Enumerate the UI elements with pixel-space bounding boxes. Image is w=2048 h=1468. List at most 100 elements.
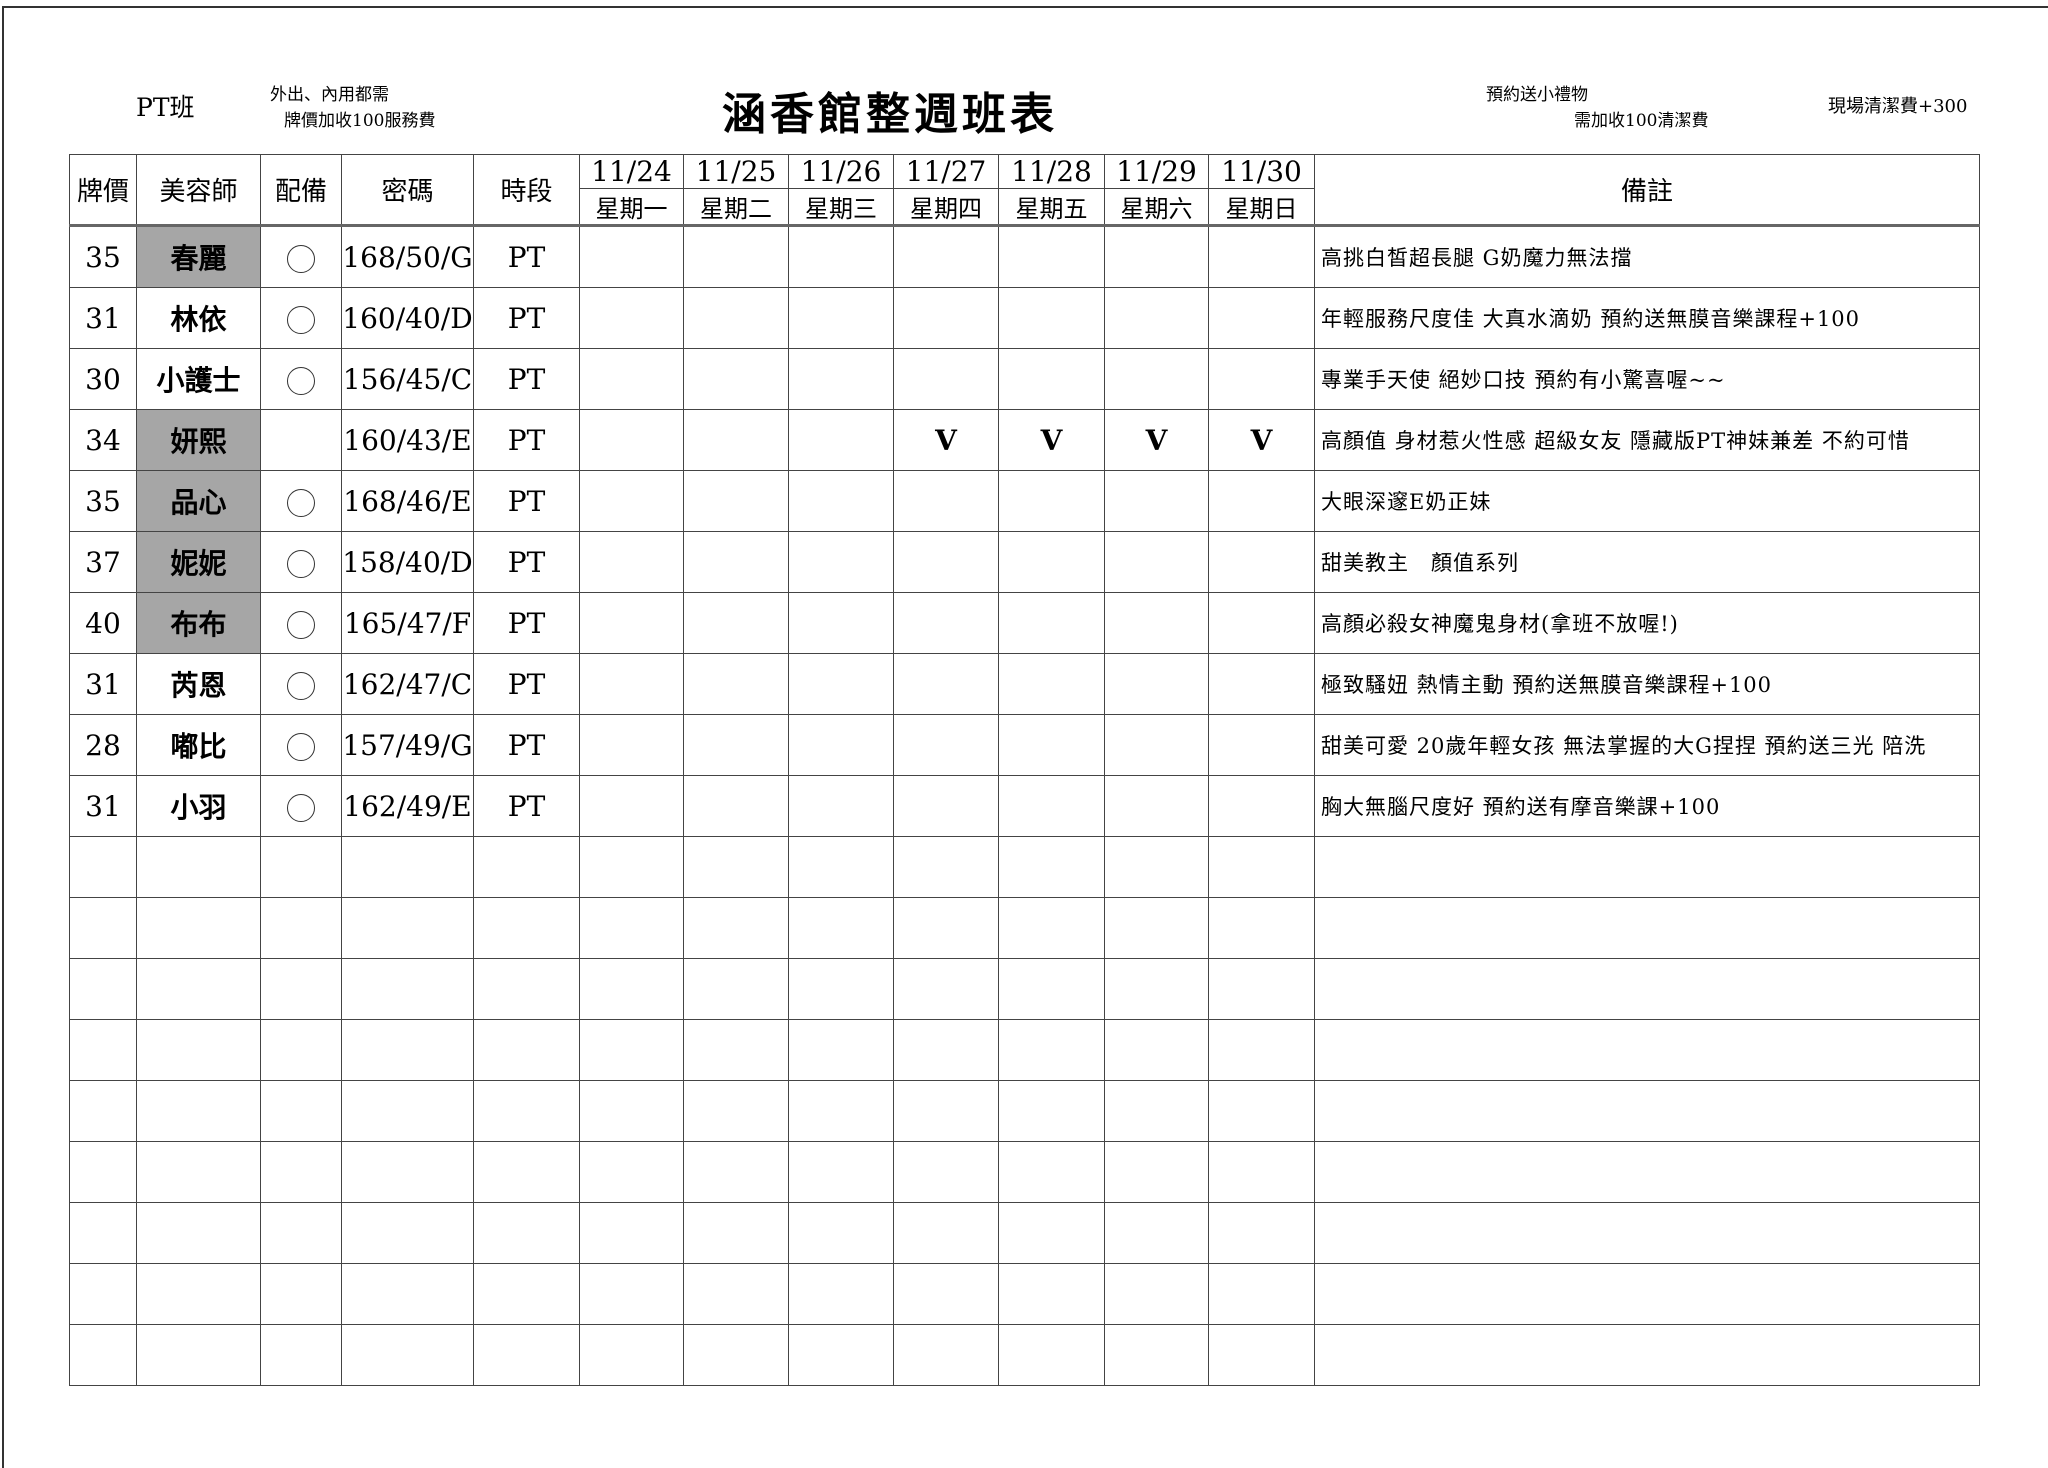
day-cell	[1104, 714, 1209, 776]
day-cell	[1104, 348, 1209, 410]
circle-icon	[287, 550, 315, 578]
empty-cell	[998, 836, 1105, 898]
day-cell	[788, 348, 894, 410]
cleaning-fee-note: 現場清潔費+300	[1828, 96, 1968, 117]
table-row: 31 小羽 162/49/E PT 胸大無腦尺度好 預約送有摩音樂課+100	[69, 775, 1980, 837]
empty-cell	[260, 958, 342, 1020]
header-weekday: 星期五	[998, 188, 1105, 226]
day-cell	[1104, 225, 1209, 288]
day-cell	[893, 470, 999, 532]
day-cell	[579, 409, 684, 471]
equipment-cell	[260, 470, 342, 532]
day-cell	[893, 775, 999, 837]
equipment-cell	[260, 531, 342, 593]
day-cell	[998, 653, 1105, 715]
empty-cell	[1314, 836, 1980, 898]
empty-cell	[69, 897, 137, 959]
empty-cell	[473, 836, 580, 898]
empty-cell	[579, 836, 684, 898]
empty-cell	[1314, 1202, 1980, 1264]
header-weekday: 星期二	[683, 188, 789, 226]
day-cell	[579, 470, 684, 532]
shift-cell: PT	[473, 653, 580, 715]
empty-cell	[1314, 958, 1980, 1020]
empty-cell	[473, 1141, 580, 1203]
gift-note-line1: 預約送小禮物	[1486, 85, 1588, 105]
empty-cell	[1314, 1019, 1980, 1081]
empty-cell	[260, 1080, 342, 1142]
empty-cell	[260, 1019, 342, 1081]
empty-cell	[683, 897, 789, 959]
empty-cell	[683, 1263, 789, 1325]
day-cell	[1104, 592, 1209, 654]
price-cell: 28	[69, 714, 137, 776]
empty-cell	[1208, 1202, 1315, 1264]
header-date: 11/24	[579, 154, 684, 189]
day-cell	[1208, 470, 1315, 532]
circle-icon	[287, 611, 315, 639]
empty-cell	[1104, 897, 1209, 959]
day-cell	[788, 592, 894, 654]
day-cell	[998, 225, 1105, 288]
circle-icon	[287, 489, 315, 517]
equipment-cell	[260, 348, 342, 410]
empty-cell	[136, 897, 261, 959]
day-cell	[579, 653, 684, 715]
day-cell	[893, 348, 999, 410]
empty-cell	[341, 1263, 474, 1325]
empty-row	[69, 1019, 1980, 1081]
day-cell	[893, 714, 999, 776]
table-row: 31 芮恩 162/47/C PT 極致騷妞 熱情主動 預約送無膜音樂課程+100	[69, 653, 1980, 715]
table-row: 40 布布 165/47/F PT 高顏必殺女神魔鬼身材(拿班不放喔!)	[69, 592, 1980, 654]
shift-cell: PT	[473, 409, 580, 471]
empty-cell	[579, 897, 684, 959]
empty-cell	[998, 1202, 1105, 1264]
day-cell	[788, 714, 894, 776]
empty-cell	[579, 1141, 684, 1203]
empty-cell	[136, 958, 261, 1020]
day-cell	[893, 287, 999, 349]
empty-cell	[683, 1019, 789, 1081]
empty-cell	[1104, 836, 1209, 898]
empty-cell	[1104, 1324, 1209, 1386]
gift-note-line2: 需加收100清潔費	[1574, 111, 1709, 131]
empty-cell	[69, 1019, 137, 1081]
day-cell	[579, 225, 684, 288]
price-cell: 34	[69, 409, 137, 471]
empty-cell	[788, 1324, 894, 1386]
empty-cell	[260, 1263, 342, 1325]
price-cell: 37	[69, 531, 137, 593]
header-date: 11/28	[998, 154, 1105, 189]
day-cell	[998, 592, 1105, 654]
empty-cell	[579, 1019, 684, 1081]
remark-cell: 年輕服務尺度佳 大真水滴奶 預約送無膜音樂課程+100	[1314, 287, 1980, 349]
empty-cell	[1208, 1263, 1315, 1325]
circle-icon	[287, 367, 315, 395]
equipment-cell	[260, 592, 342, 654]
stylist-name-cell: 小護士	[136, 348, 261, 410]
remark-cell: 胸大無腦尺度好 預約送有摩音樂課+100	[1314, 775, 1980, 837]
code-cell: 156/45/C	[341, 348, 474, 410]
empty-cell	[69, 1080, 137, 1142]
empty-cell	[1314, 897, 1980, 959]
shift-cell: PT	[473, 592, 580, 654]
empty-cell	[893, 1263, 999, 1325]
day-cell	[788, 287, 894, 349]
empty-cell	[893, 1080, 999, 1142]
day-cell	[998, 775, 1105, 837]
day-cell	[788, 470, 894, 532]
table-row: 35 春麗 168/50/G PT 高挑白皙超長腿 G奶魔力無法擋	[69, 225, 1980, 288]
empty-cell	[788, 1080, 894, 1142]
day-cell	[579, 348, 684, 410]
stylist-name-cell: 妍熙	[136, 409, 261, 471]
empty-cell	[1208, 1324, 1315, 1386]
empty-row	[69, 1202, 1980, 1264]
day-cell: V	[1208, 409, 1315, 471]
empty-cell	[1104, 1202, 1209, 1264]
day-cell: V	[1104, 409, 1209, 471]
remark-cell: 極致騷妞 熱情主動 預約送無膜音樂課程+100	[1314, 653, 1980, 715]
table-row: 30 小護士 156/45/C PT 專業手天使 絕妙口技 預約有小驚喜喔~~	[69, 348, 1980, 410]
empty-cell	[579, 1324, 684, 1386]
empty-cell	[893, 836, 999, 898]
schedule-table: 牌價 美容師 配備 密碼 時段 11/24 11/25 11/26 11/27 …	[69, 154, 1980, 1386]
